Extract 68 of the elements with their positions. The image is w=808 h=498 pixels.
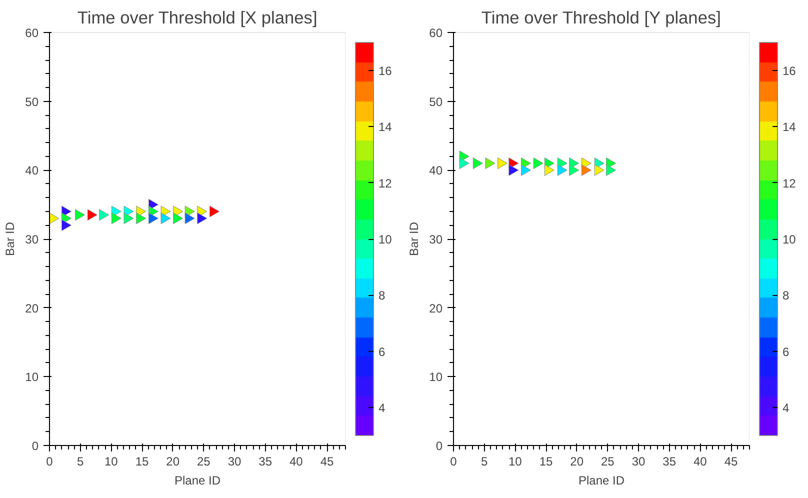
point <box>184 212 195 224</box>
color-bar-label: 8 <box>782 288 790 303</box>
point <box>197 212 208 224</box>
y-tick-label: 60 <box>429 26 443 40</box>
x-tick-label: 25 <box>600 454 615 468</box>
chart-title: Time over Threshold [Y planes] <box>481 8 721 28</box>
point <box>209 206 220 218</box>
y-tick-label: 10 <box>429 370 443 384</box>
x-tick-label: 15 <box>539 454 553 468</box>
color-bar-label: 10 <box>378 232 392 246</box>
color-bar-label: 6 <box>782 344 790 359</box>
color-bar-label: 16 <box>782 64 796 78</box>
x-tick-label: 5 <box>76 454 84 468</box>
color-bar-label: 4 <box>378 400 386 415</box>
x-tick-label: 40 <box>289 454 304 468</box>
point <box>75 209 86 221</box>
y-tick-label: 40 <box>429 164 443 178</box>
x-tick-label: 35 <box>258 454 272 468</box>
y-tick-label: 30 <box>429 232 443 246</box>
x-tick-label: 0 <box>46 454 54 468</box>
y-tick-label: 30 <box>25 232 39 246</box>
x-tick-label: 30 <box>228 454 242 468</box>
x-tick-label: 5 <box>480 454 488 468</box>
color-bar-label: 4 <box>782 400 790 415</box>
y-tick-label: 20 <box>25 301 39 316</box>
point <box>160 212 171 224</box>
x-tick-label: 15 <box>135 454 149 468</box>
x-tick-label: 45 <box>724 454 738 468</box>
x-tick-label: 0 <box>450 454 458 468</box>
color-bar-label: 8 <box>378 288 386 303</box>
chart-title: Time over Threshold [X planes] <box>77 8 318 28</box>
point <box>87 209 98 221</box>
x-tick-label: 40 <box>693 454 708 468</box>
y-tick-label: 10 <box>25 370 39 384</box>
x-tick-label: 20 <box>570 454 584 468</box>
point <box>173 212 184 224</box>
y-tick-label: 0 <box>32 439 39 453</box>
x-tick-label: 30 <box>632 454 646 468</box>
x-tick-label: 25 <box>196 454 211 468</box>
x-axis-title: Plane ID <box>174 474 221 488</box>
point <box>111 212 122 224</box>
point <box>136 212 146 224</box>
color-bar-label: 14 <box>782 120 796 134</box>
y-axis-title: Bar ID <box>407 222 422 256</box>
y-tick-label: 20 <box>429 301 443 316</box>
x-tick-label: 20 <box>166 454 180 468</box>
point <box>61 219 72 231</box>
y-tick-label: 50 <box>429 94 443 109</box>
point <box>148 212 158 224</box>
y-tick-label: 0 <box>436 439 443 453</box>
y-tick-label: 40 <box>25 164 39 178</box>
y-tick-label: 60 <box>25 26 39 40</box>
color-bar-label: 10 <box>782 232 796 246</box>
x-tick-label: 35 <box>662 454 676 468</box>
color-bar-label: 12 <box>378 176 392 190</box>
y-axis-title: Bar ID <box>3 222 18 256</box>
color-bar-label: 14 <box>378 120 392 134</box>
point <box>99 209 110 221</box>
point <box>124 212 134 224</box>
x-axis-title: Plane ID <box>578 474 625 488</box>
color-bar-label: 6 <box>378 344 386 359</box>
point <box>50 212 60 224</box>
x-tick-label: 45 <box>320 454 334 468</box>
x-tick-label: 10 <box>508 454 522 468</box>
x-tick-label: 10 <box>104 454 118 468</box>
y-tick-label: 50 <box>25 94 39 109</box>
color-bar-label: 16 <box>378 64 392 78</box>
color-bar-label: 12 <box>782 176 796 190</box>
